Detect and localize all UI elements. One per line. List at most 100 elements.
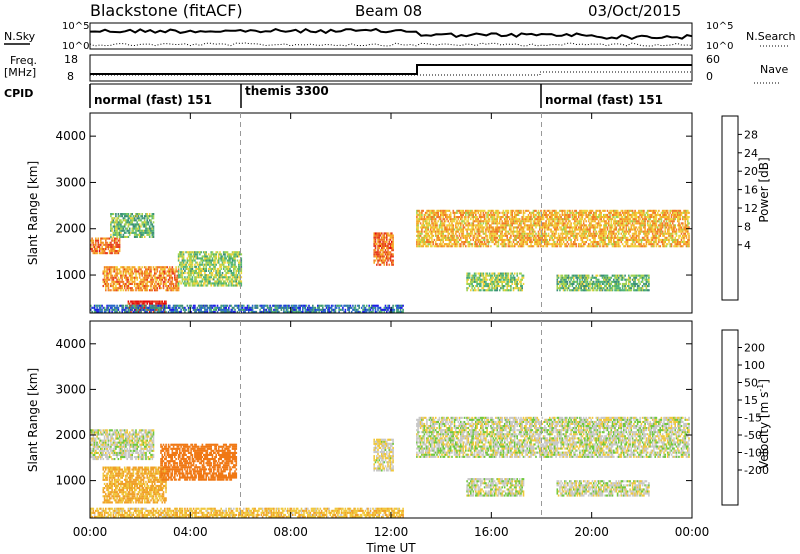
heatmap-cell [471, 230, 473, 233]
heatmap-cell [133, 306, 136, 309]
heatmap-cell [586, 245, 589, 248]
heatmap-cell [142, 278, 145, 281]
heatmap-cell [122, 306, 125, 309]
heatmap-cell [456, 209, 458, 212]
heatmap-cell [236, 274, 239, 277]
heatmap-cell [491, 228, 493, 231]
heatmap-cell [470, 211, 472, 214]
heatmap-cell [401, 310, 403, 313]
heatmap-cell [605, 226, 608, 229]
heatmap-cell [106, 266, 108, 269]
heatmap-cell [438, 243, 441, 246]
heatmap-cell [564, 218, 566, 221]
heatmap-cell [604, 234, 606, 237]
heatmap-cell [432, 226, 434, 229]
heatmap-cell [508, 241, 511, 244]
heatmap-cell [605, 245, 608, 248]
heatmap-cell [164, 306, 166, 309]
heatmap-cell [589, 213, 591, 216]
heatmap-cell [224, 274, 226, 277]
heatmap-cell [231, 257, 234, 260]
heatmap-cell [204, 304, 206, 307]
heatmap-cell [442, 216, 444, 219]
heatmap-cell [550, 236, 552, 239]
heatmap-cell [483, 220, 486, 223]
heatmap-cell [234, 265, 236, 268]
heatmap-cell [551, 245, 554, 248]
heatmap-cell [620, 232, 623, 235]
heatmap-cell [633, 241, 635, 244]
heatmap-cell [169, 272, 171, 275]
heatmap-cell [115, 252, 117, 255]
heatmap-cell [556, 228, 559, 231]
heatmap-cell [396, 308, 398, 311]
heatmap-cell [549, 218, 551, 221]
heatmap-cell [384, 232, 387, 235]
heatmap-cell [140, 268, 142, 271]
heatmap-cell [476, 220, 478, 223]
heatmap-cell [470, 234, 472, 237]
heatmap-cell [174, 278, 176, 281]
heatmap-cell [477, 211, 480, 214]
heatmap-cell [382, 240, 384, 243]
heatmap-cell [133, 225, 136, 228]
noise-left-tick-bottom: 10^0 [62, 41, 89, 52]
heatmap-cell [477, 241, 480, 244]
heatmap-cell [219, 269, 221, 272]
heatmap-cell [171, 272, 174, 275]
heatmap-cell [465, 238, 467, 241]
heatmap-cell [363, 308, 365, 311]
heatmap-cell [102, 248, 105, 251]
heatmap-cell [202, 259, 205, 262]
heatmap-cell [500, 232, 502, 235]
heatmap-cell [564, 211, 566, 214]
heatmap-cell [586, 238, 589, 241]
heatmap-cell [457, 230, 460, 233]
heatmap-cell [610, 209, 613, 212]
heatmap-cell [164, 278, 166, 281]
heatmap-cell [614, 245, 616, 248]
heatmap-cell [194, 255, 196, 258]
heatmap-cell [552, 220, 555, 223]
heatmap-cell [418, 211, 421, 214]
heatmap-cell [530, 238, 532, 241]
heatmap-cell [122, 217, 125, 220]
heatmap-cell [567, 222, 570, 225]
heatmap-cell [481, 228, 483, 231]
heatmap-cell [181, 272, 184, 275]
heatmap-cell [377, 304, 379, 307]
heatmap-cell [438, 218, 441, 221]
heatmap-cell [492, 220, 495, 223]
heatmap-cell [531, 224, 534, 227]
heatmap-cell [613, 222, 615, 225]
heatmap-cell [209, 310, 211, 313]
heatmap-cell [113, 266, 116, 269]
heatmap-cell [286, 304, 289, 307]
heatmap-cell [487, 213, 490, 216]
heatmap-cell [308, 308, 310, 311]
heatmap-cell [541, 224, 544, 227]
heatmap-cell [472, 228, 475, 231]
heatmap-cell [546, 234, 549, 237]
heatmap-cell [184, 310, 186, 313]
heatmap-cell [90, 248, 92, 251]
heatmap-cell [472, 222, 475, 225]
heatmap-cell [451, 222, 453, 225]
heatmap-cell [382, 255, 384, 258]
heatmap-cell [626, 216, 629, 219]
heatmap-cell [382, 244, 384, 247]
heatmap-cell [634, 232, 636, 235]
heatmap-cell [373, 234, 375, 237]
heatmap-cell [508, 236, 511, 239]
heatmap-cell [294, 306, 296, 309]
heatmap-cell [228, 284, 230, 287]
heatmap-cell [344, 304, 347, 307]
heatmap-cell [436, 243, 438, 246]
heatmap-cell [189, 257, 191, 260]
heatmap-cell [127, 235, 130, 238]
heatmap-cell [614, 218, 616, 221]
heatmap-cell [197, 284, 200, 287]
heatmap-cell [231, 259, 234, 262]
heatmap-cell [512, 245, 515, 248]
heatmap-cell [127, 223, 130, 226]
